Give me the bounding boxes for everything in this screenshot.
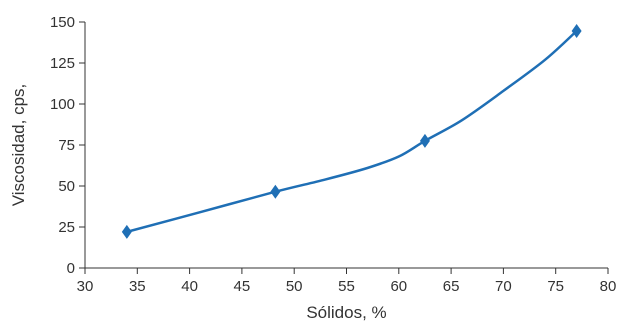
x-tick-label: 40	[181, 278, 198, 295]
data-point-marker	[419, 133, 430, 148]
x-tick-label: 65	[443, 278, 460, 295]
series-line	[125, 29, 578, 234]
y-axis-ticks: 0 25 50 75 100 125 150	[50, 14, 85, 277]
y-tick-label: 125	[50, 55, 75, 72]
data-point-marker	[270, 184, 281, 199]
data-point-marker	[121, 224, 132, 239]
y-tick-label: 25	[58, 219, 75, 236]
series-markers	[121, 24, 582, 239]
y-tick-label: 100	[50, 96, 75, 113]
x-tick-label: 75	[547, 278, 564, 295]
x-tick-label: 35	[129, 278, 146, 295]
x-tick-label: 45	[234, 278, 251, 295]
x-tick-label: 80	[600, 278, 617, 295]
x-tick-label: 55	[338, 278, 355, 295]
y-tick-label: 0	[67, 260, 75, 277]
x-tick-label: 30	[77, 278, 94, 295]
x-axis-title: Sólidos, %	[306, 303, 386, 322]
y-tick-label: 150	[50, 14, 75, 31]
x-tick-label: 70	[495, 278, 512, 295]
x-tick-label: 60	[390, 278, 407, 295]
y-tick-label: 50	[58, 178, 75, 195]
data-point-marker	[571, 24, 582, 39]
y-tick-label: 75	[58, 137, 75, 154]
x-axis-ticks: 30 35 40 45 50 55 60 65 70 75 80	[77, 268, 617, 295]
y-axis-title: Viscosidad, cps,	[9, 84, 28, 207]
x-tick-label: 50	[286, 278, 303, 295]
